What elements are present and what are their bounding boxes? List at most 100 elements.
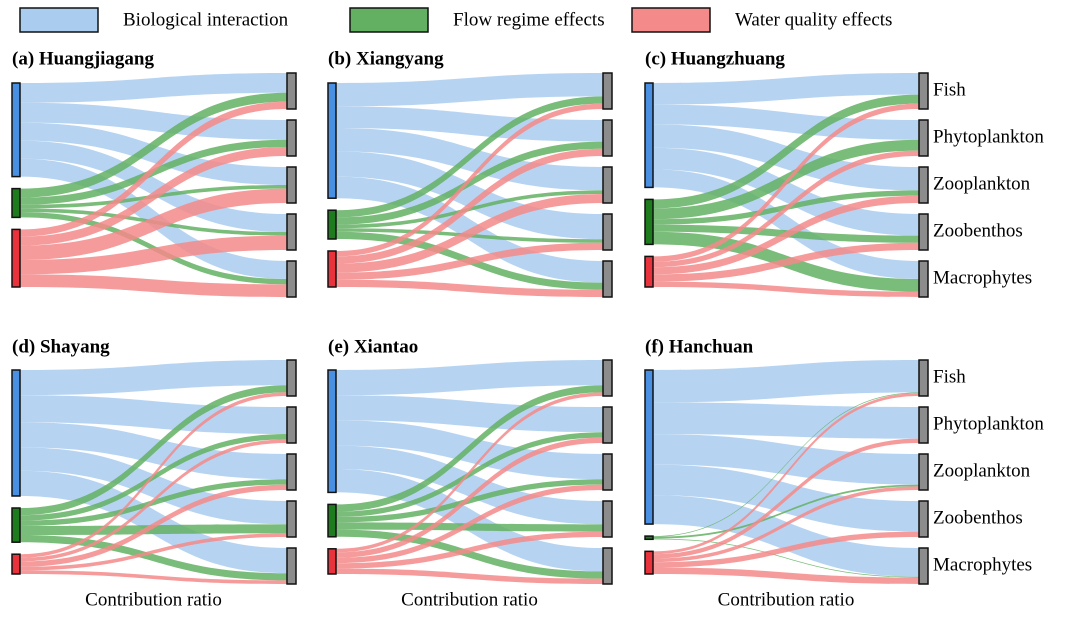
flow-link	[20, 235, 287, 275]
source-node	[327, 548, 337, 575]
flow-link	[653, 103, 919, 262]
target-label: Phytoplankton	[933, 126, 1044, 147]
target-node	[602, 359, 613, 397]
flow-link	[653, 147, 919, 236]
x-axis-label: Contribution ratio	[718, 589, 855, 610]
target-node	[602, 500, 613, 538]
flow-link	[336, 106, 603, 142]
flow-link	[20, 102, 287, 140]
target-label: Macrophytes	[933, 554, 1032, 575]
target-node	[286, 213, 297, 251]
target-node	[286, 166, 297, 204]
flow-link	[20, 524, 287, 535]
flow-link	[20, 92, 287, 198]
flow-link	[653, 567, 919, 584]
flow-link	[20, 147, 287, 246]
flow-link	[20, 439, 287, 562]
panel-title: (d) Shayang	[12, 336, 110, 357]
legend-swatch	[349, 7, 429, 33]
target-node	[918, 213, 929, 251]
target-node	[918, 406, 929, 444]
flow-link	[336, 445, 603, 525]
flow-link	[20, 395, 287, 434]
flow-link	[653, 124, 919, 191]
flow-link	[336, 103, 603, 257]
legend-label: Biological interaction	[123, 9, 289, 30]
target-node	[286, 453, 297, 491]
target-node	[602, 547, 613, 585]
x-axis-label: Contribution ratio	[401, 589, 538, 610]
flow-link	[336, 529, 603, 579]
flow-link	[653, 139, 919, 220]
flow-link	[336, 194, 603, 273]
source-node	[644, 198, 654, 246]
legend-swatch	[19, 7, 99, 33]
flow-link	[336, 385, 603, 512]
flow-link	[653, 531, 919, 568]
source-node	[327, 250, 337, 288]
flow-link	[336, 437, 603, 558]
target-node	[918, 359, 929, 397]
target-node	[602, 406, 613, 444]
target-label: Phytoplankton	[933, 413, 1044, 434]
target-node	[286, 500, 297, 538]
flow-link	[336, 432, 603, 517]
flow-link	[653, 484, 919, 539]
flow-link	[336, 141, 603, 225]
flow-link	[20, 484, 287, 567]
target-node	[286, 119, 297, 157]
source-node	[11, 553, 21, 575]
flow-link	[20, 274, 287, 297]
target-node	[918, 547, 929, 585]
source-node	[327, 209, 337, 240]
source-node	[11, 369, 21, 497]
flow-link	[336, 568, 603, 584]
flow-link	[653, 360, 919, 403]
source-node	[11, 82, 21, 178]
flow-link	[653, 438, 919, 559]
flow-link	[20, 570, 287, 584]
panel-title: (e) Xiantao	[328, 336, 418, 357]
flow-link	[653, 538, 919, 578]
panel-title: (a) Huangjiagang	[12, 48, 154, 69]
target-label: Zooplankton	[933, 173, 1031, 194]
flow-link	[336, 479, 603, 523]
flow-link	[653, 281, 919, 297]
flow-link	[20, 533, 287, 571]
flow-link	[653, 150, 919, 268]
target-label: Fish	[933, 366, 966, 387]
source-node	[11, 228, 21, 288]
target-node	[602, 72, 613, 110]
flow-link	[20, 434, 287, 521]
flow-link	[20, 392, 287, 558]
flow-link	[336, 392, 603, 553]
target-label: Zoobenthos	[933, 220, 1023, 241]
target-node	[918, 72, 929, 110]
flow-link	[336, 360, 603, 396]
flow-link	[20, 188, 287, 260]
flow-link	[336, 148, 603, 264]
panel-title: (b) Xiangyang	[328, 48, 444, 69]
flow-link	[20, 140, 287, 232]
flow-link	[653, 73, 919, 105]
target-label: Fish	[933, 79, 966, 100]
flow-link	[336, 395, 603, 433]
flow-link	[653, 94, 919, 209]
flow-link	[336, 484, 603, 564]
target-node	[602, 166, 613, 204]
flow-link	[336, 522, 603, 532]
target-node	[918, 500, 929, 538]
flow-link	[653, 195, 919, 275]
source-node	[327, 369, 337, 494]
flow-link	[20, 122, 287, 185]
flow-link	[20, 101, 287, 237]
flow-link	[653, 486, 919, 563]
target-node	[286, 359, 297, 397]
flow-link	[336, 531, 603, 569]
source-node	[644, 255, 654, 288]
flow-link	[653, 434, 919, 485]
target-node	[602, 213, 613, 251]
target-node	[602, 260, 613, 298]
